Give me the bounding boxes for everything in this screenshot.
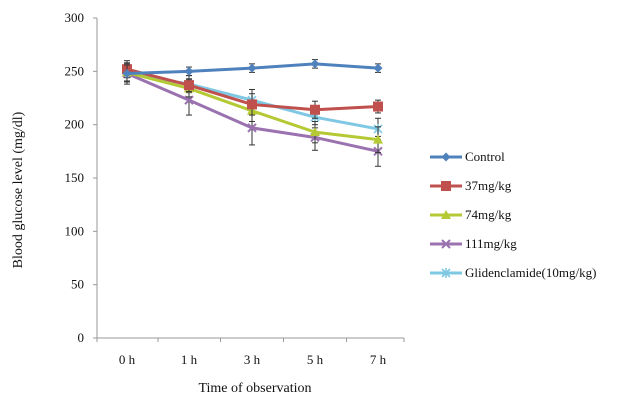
legend-label: Control xyxy=(465,149,505,164)
legend-marker xyxy=(441,268,451,278)
y-tick-label: 150 xyxy=(65,170,85,185)
data-point xyxy=(247,99,257,110)
data-point xyxy=(373,101,383,112)
y-tick-label: 250 xyxy=(65,63,85,78)
y-tick-label: 50 xyxy=(71,277,84,292)
legend: Control 37mg/kg 74mg/kg 111mg/kg Glidenclami… xyxy=(430,149,596,280)
data-point xyxy=(247,63,257,73)
legend-label: Glidenclamide(10mg/kg) xyxy=(465,265,596,280)
data-point xyxy=(184,66,194,76)
data-point xyxy=(310,127,320,137)
x-tick-label: 5 h xyxy=(307,352,324,367)
x-tick-label: 1 h xyxy=(181,352,198,367)
data-point xyxy=(310,104,320,115)
data-point xyxy=(184,80,194,91)
legend-marker xyxy=(441,210,451,219)
y-tick-label: 100 xyxy=(65,223,85,238)
y-tick-label: 200 xyxy=(65,117,85,132)
data-point xyxy=(122,68,132,78)
data-point xyxy=(373,63,383,73)
data-point xyxy=(373,134,383,144)
legend-item: 74mg/kg xyxy=(430,207,512,222)
legend-marker xyxy=(441,181,451,191)
data-point xyxy=(247,123,257,133)
x-axis-title: Time of observation xyxy=(198,381,311,396)
series-layer xyxy=(122,59,383,167)
legend-marker xyxy=(441,239,451,249)
x-tick-label: 0 h xyxy=(119,352,136,367)
x-tick-label: 3 h xyxy=(244,352,261,367)
legend-item: Glidenclamide(10mg/kg) xyxy=(430,265,596,280)
legend-marker xyxy=(441,152,451,162)
data-point xyxy=(184,95,194,105)
legend-item: 111mg/kg xyxy=(430,236,517,251)
legend-item: 37mg/kg xyxy=(430,178,512,193)
axes: 0 50 100 150 200 250 300 0 h 1 h 3 h 5 h 7 h xyxy=(65,10,405,367)
data-point xyxy=(310,59,320,69)
legend-item: Control xyxy=(430,149,505,164)
legend-label: 111mg/kg xyxy=(465,236,517,251)
y-axis-title: Blood glucose level (mg/dl) xyxy=(11,111,26,268)
series-0 xyxy=(122,59,383,83)
y-tick-label: 300 xyxy=(65,10,85,25)
legend-label: 37mg/kg xyxy=(465,178,512,193)
x-tick-label: 7 h xyxy=(370,352,387,367)
y-tick-label: 0 xyxy=(78,330,85,345)
legend-label: 74mg/kg xyxy=(465,207,512,222)
